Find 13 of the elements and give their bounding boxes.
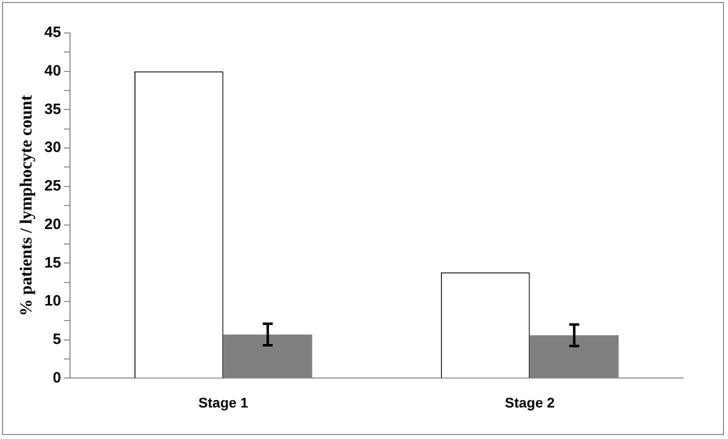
y-tick-label: 20 [44,216,62,233]
y-tick-label: 25 [44,178,62,195]
x-tick-label: Stage 1 [198,394,248,410]
y-tick-label: 30 [44,139,62,156]
y-tick-label: 40 [44,62,62,80]
x-tick-label: Stage 2 [504,394,555,410]
y-tick-label: 45 [44,24,62,42]
y-tick-label: 35 [44,100,62,118]
y-tick-label: 15 [44,254,62,272]
y-tick-label: 0 [52,369,62,386]
y-axis-title: % patients / lymphocyte count [16,94,36,316]
y-tick-label: 5 [52,330,62,348]
y-tick-label: 10 [44,292,62,310]
